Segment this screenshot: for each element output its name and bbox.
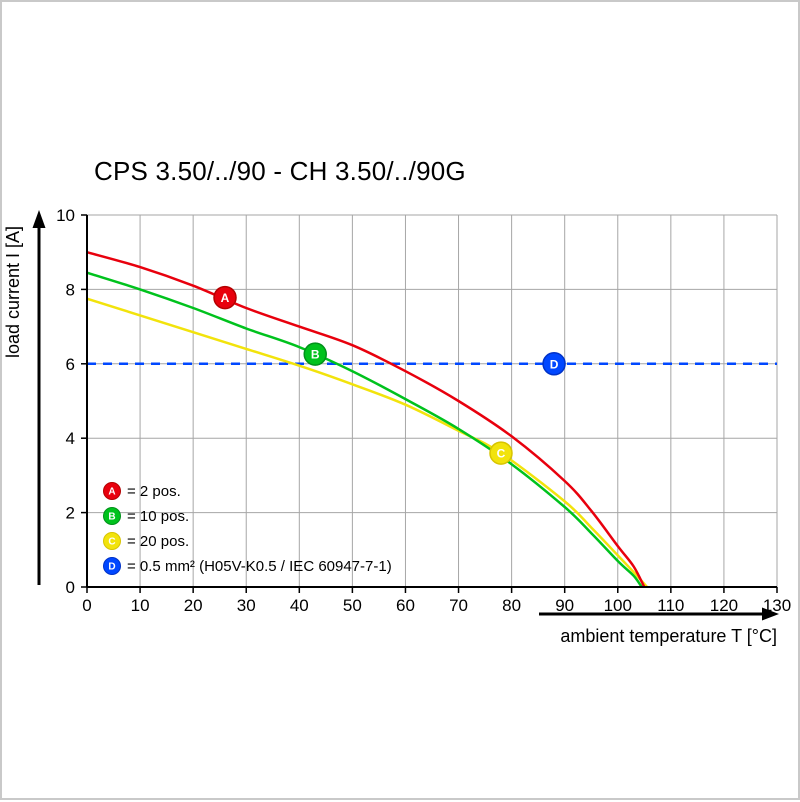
x-axis-label: ambient temperature T [°C] [560,626,777,646]
svg-text:0: 0 [66,578,75,597]
svg-text:0: 0 [82,596,91,615]
legend: A = 2 pos. B = 10 pos. C = 20 pos. D = 0.5 mm² … [103,482,392,575]
legend-marker-C [103,532,121,550]
svg-text:4: 4 [66,429,75,448]
svg-text:70: 70 [449,596,468,615]
y-tick-labels: 0 2 4 6 8 10 [56,206,75,597]
axis-arrows [32,210,779,621]
chart-title: CPS 3.50/../90 - CH 3.50/../90G [94,156,466,186]
svg-text:130: 130 [763,596,791,615]
legend-label-C: = 20 pos. [127,533,189,550]
legend-label-B: = 10 pos. [127,508,189,525]
marker-C-circle [489,441,513,465]
legend-marker-A-letter: A [108,487,115,498]
series-B-curve [86,271,643,588]
marker-A-circle [213,285,237,310]
marker-A-letter: A [221,291,230,305]
marker-B-circle [303,342,327,366]
axes [86,215,777,588]
legend-label-D: = 0.5 mm² (H05V-K0.5 / IEC 60947-7-1) [127,558,392,575]
svg-text:100: 100 [604,596,632,615]
marker-D: D [542,352,566,376]
marker-D-letter: D [550,357,559,371]
marker-D-circle [542,352,566,376]
svg-text:20: 20 [184,596,203,615]
marker-C-letter: C [497,447,506,461]
series-A-curve [86,250,646,588]
legend-marker-B [103,507,121,525]
x-tick-labels: 0 10 20 30 40 50 60 70 80 90 100 110 120 130 [82,596,791,615]
legend-marker-A [103,482,121,500]
marker-A: A [213,285,237,310]
svg-text:2: 2 [66,504,75,523]
svg-text:50: 50 [343,596,362,615]
svg-text:60: 60 [396,596,415,615]
legend-marker-D [103,557,121,575]
legend-marker-D-letter: D [108,562,115,573]
legend-item-A: A = 2 pos. [103,482,181,500]
x-axis-arrowhead [762,607,779,621]
svg-text:40: 40 [290,596,309,615]
svg-text:80: 80 [502,596,521,615]
y-axis-arrowhead [32,210,46,228]
svg-text:90: 90 [555,596,574,615]
legend-marker-C-letter: C [108,537,115,548]
svg-text:6: 6 [66,355,75,374]
marker-B: B [303,342,327,366]
series-C-curve [86,297,648,588]
y-axis-label: load current I [A] [3,226,23,358]
svg-text:30: 30 [237,596,256,615]
svg-text:110: 110 [657,596,684,615]
legend-item-C: C = 20 pos. [103,532,189,550]
axis-ticks [81,214,778,593]
svg-text:10: 10 [131,596,150,615]
legend-item-B: B = 10 pos. [103,507,189,525]
marker-B-letter: B [311,348,320,362]
svg-text:120: 120 [710,596,738,615]
legend-item-D: D = 0.5 mm² (H05V-K0.5 / IEC 60947-7-1) [103,557,392,575]
legend-marker-B-letter: B [108,512,115,523]
svg-text:8: 8 [66,280,75,299]
marker-C: C [489,441,513,465]
svg-text:10: 10 [56,206,75,225]
legend-label-A: = 2 pos. [127,483,181,500]
gridlines [87,214,778,587]
